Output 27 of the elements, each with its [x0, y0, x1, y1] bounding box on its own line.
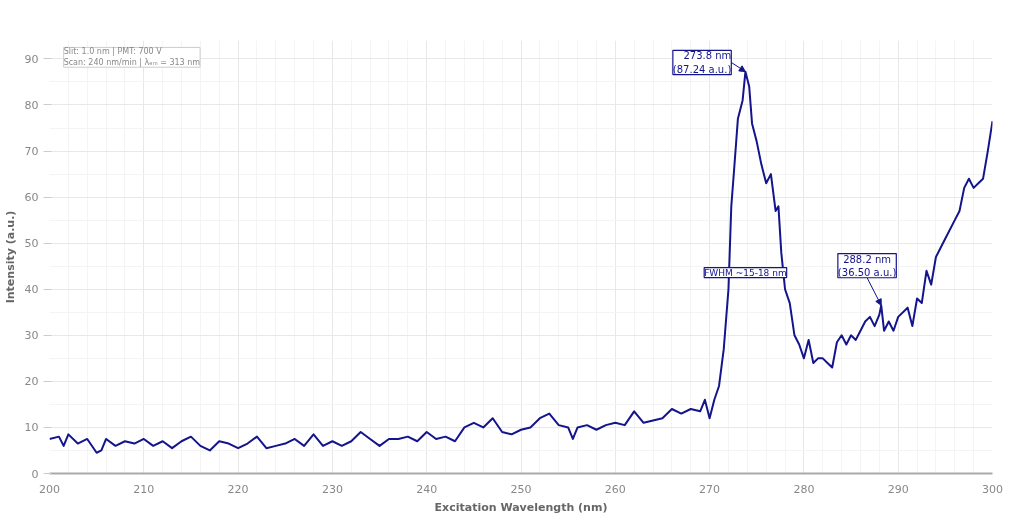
y-tick-label: 10 — [24, 421, 39, 435]
y-tick-label: 20 — [24, 375, 39, 389]
x-tick-label: 300 — [982, 482, 1003, 496]
x-tick-label: 260 — [604, 482, 626, 496]
x-tick-label: 210 — [133, 482, 155, 496]
y-tick-label: 0 — [31, 467, 39, 481]
y-tick-label: 30 — [24, 329, 39, 343]
y-tick-label: 40 — [24, 283, 39, 297]
x-axis-title: Excitation Wavelength (nm) — [434, 500, 608, 514]
y-tick-label: 60 — [24, 191, 39, 205]
x-tick-label: 250 — [510, 482, 532, 496]
y-tick-label: 70 — [24, 145, 39, 159]
annotation: 288.2 nm (36.50 a.u.) — [837, 253, 897, 278]
x-tick-label: 270 — [699, 482, 721, 496]
annotation: Slit: 1.0 nm | PMT: 700 V Scan: 240 nm/min | λₑₘ = 313 nm — [63, 47, 201, 68]
x-tick-label: 220 — [227, 482, 249, 496]
x-tick-label: 280 — [793, 482, 815, 496]
annotation: 273.8 nm (87.24 a.u.) — [672, 50, 732, 75]
annotation: FWHM ~15-18 nm — [704, 267, 787, 278]
x-tick-label: 230 — [321, 482, 343, 496]
y-axis-title: Intensity (a.u.) — [3, 210, 17, 304]
y-tick-label: 50 — [24, 237, 39, 251]
x-tick-label: 290 — [887, 482, 909, 496]
y-tick-label: 80 — [24, 98, 39, 112]
y-tick-label: 90 — [24, 52, 39, 66]
x-tick-label: 200 — [39, 482, 60, 496]
x-tick-label: 240 — [416, 482, 438, 496]
